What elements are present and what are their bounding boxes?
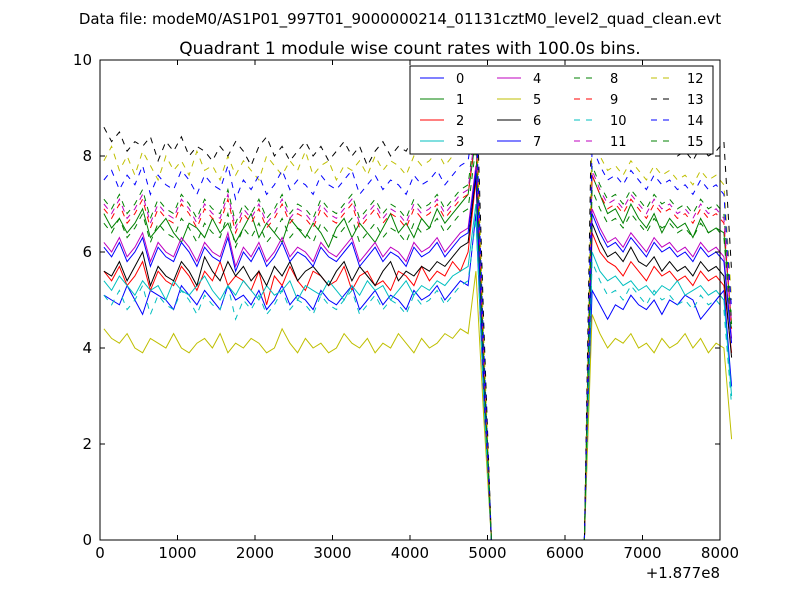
legend-label-4: 4 (533, 72, 541, 87)
figure-supertitle: Data file: modeM0/AS1P01_997T01_90000002… (79, 10, 721, 29)
legend-label-8: 8 (610, 72, 618, 87)
series-line-11 (103, 127, 733, 541)
x-tick-label: 2000 (236, 544, 274, 562)
legend-label-14: 14 (687, 114, 704, 129)
x-tick-label: 0 (95, 544, 105, 562)
legend-label-10: 10 (610, 114, 627, 129)
legend-label-12: 12 (687, 72, 704, 87)
y-tick-label: 8 (82, 147, 92, 165)
x-tick-label: 3000 (313, 544, 351, 562)
series-line-3 (103, 203, 733, 541)
series-line-7 (103, 170, 733, 541)
series-line-4 (103, 165, 733, 541)
series-line-8 (103, 122, 733, 541)
series-line-1 (103, 136, 733, 541)
series-line-15 (103, 146, 733, 541)
legend-label-2: 2 (456, 114, 464, 129)
series-line-6 (103, 175, 733, 541)
legend-label-3: 3 (456, 135, 464, 150)
legend-label-7: 7 (533, 135, 541, 150)
series-line-0 (103, 213, 733, 541)
legend-label-13: 13 (687, 93, 704, 108)
y-tick-label: 6 (82, 243, 92, 261)
x-tick-label: 5000 (468, 544, 506, 562)
y-tick-label: 10 (73, 51, 92, 69)
x-tick-label: 7000 (623, 544, 661, 562)
series-line-12 (103, 98, 733, 541)
legend-label-1: 1 (456, 93, 464, 108)
chart-title: Quadrant 1 module wise count rates with … (179, 39, 640, 59)
legend-box (409, 65, 714, 155)
x-tick-label: 6000 (546, 544, 584, 562)
legend-label-6: 6 (533, 114, 541, 129)
legend-label-15: 15 (687, 135, 704, 150)
series-line-2 (103, 179, 733, 541)
series-line-14 (103, 107, 733, 541)
y-tick-label: 0 (82, 531, 92, 549)
y-tick-label: 2 (82, 435, 92, 453)
legend-label-0: 0 (456, 72, 464, 87)
legend-label-5: 5 (533, 93, 541, 108)
series-line-9 (103, 131, 733, 541)
x-tick-label: 1000 (158, 544, 196, 562)
legend-label-11: 11 (610, 135, 627, 150)
x-tick-label: 8000 (701, 544, 739, 562)
legend-label-9: 9 (610, 93, 618, 108)
y-tick-label: 4 (82, 339, 92, 357)
x-axis-offset-label: +1.877e8 (646, 564, 720, 582)
series-line-10 (103, 218, 733, 541)
series-layer (103, 69, 733, 541)
x-tick-label: 4000 (391, 544, 429, 562)
series-line-5 (103, 271, 733, 541)
